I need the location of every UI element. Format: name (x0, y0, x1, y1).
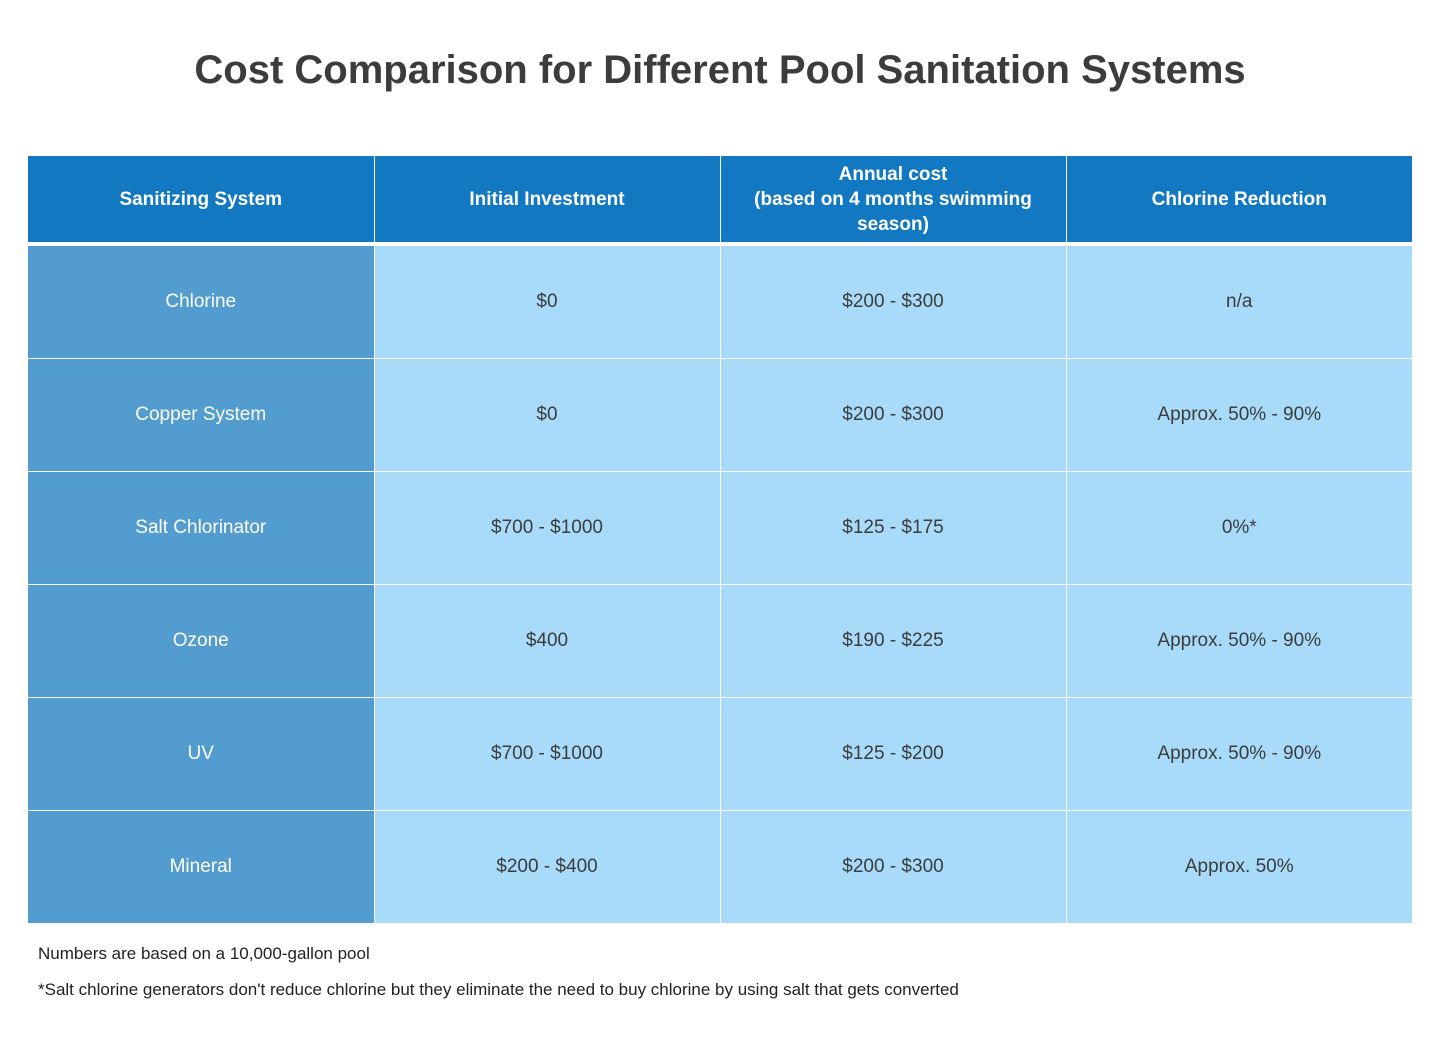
cell-initial-investment: $400 (373, 584, 721, 698)
table-header: Sanitizing System Initial Investment Ann… (28, 156, 1412, 246)
cell-chlorine-reduction: n/a (1065, 243, 1412, 359)
cell-annual-cost: $125 - $200 (719, 697, 1067, 811)
table-row: UV $700 - $1000 $125 - $200 Approx. 50% … (28, 697, 1412, 811)
cell-annual-cost: $190 - $225 (719, 584, 1067, 698)
header-chlorine-reduction: Chlorine Reduction (1065, 156, 1412, 246)
cell-system: Copper System (28, 358, 375, 472)
footnotes: Numbers are based on a 10,000-gallon poo… (38, 944, 959, 1016)
footnote-salt-chlorine: *Salt chlorine generators don't reduce c… (38, 980, 959, 999)
comparison-table-container: Sanitizing System Initial Investment Ann… (28, 156, 1412, 923)
cell-annual-cost: $200 - $300 (719, 810, 1067, 923)
page-title: Cost Comparison for Different Pool Sanit… (194, 48, 1246, 92)
header-annual-cost-line2: (based on 4 months swimming season) (754, 188, 1032, 235)
cell-system: UV (28, 697, 375, 811)
cell-system: Ozone (28, 584, 375, 698)
cell-initial-investment: $200 - $400 (373, 810, 721, 923)
table-row: Chlorine $0 $200 - $300 n/a (28, 243, 1412, 359)
table-row: Ozone $400 $190 - $225 Approx. 50% - 90% (28, 584, 1412, 698)
header-annual-cost-line1: Annual cost (838, 163, 948, 185)
cell-chlorine-reduction: Approx. 50% - 90% (1065, 697, 1412, 811)
cell-annual-cost: $125 - $175 (719, 471, 1067, 585)
header-initial-investment: Initial Investment (373, 156, 721, 246)
table-body: Chlorine $0 $200 - $300 n/a Copper Syste… (28, 243, 1412, 923)
cell-initial-investment: $0 (373, 243, 721, 359)
header-sanitizing-system: Sanitizing System (28, 156, 375, 246)
cell-initial-investment: $0 (373, 358, 721, 472)
cell-initial-investment: $700 - $1000 (373, 697, 721, 811)
cell-chlorine-reduction: 0%* (1065, 471, 1412, 585)
cell-system: Chlorine (28, 243, 375, 359)
header-annual-cost: Annual cost (based on 4 months swimming … (719, 156, 1067, 246)
cell-initial-investment: $700 - $1000 (373, 471, 721, 585)
cell-chlorine-reduction: Approx. 50% - 90% (1065, 584, 1412, 698)
cell-system: Salt Chlorinator (28, 471, 375, 585)
cell-chlorine-reduction: Approx. 50% - 90% (1065, 358, 1412, 472)
comparison-table: Sanitizing System Initial Investment Ann… (28, 156, 1412, 923)
header-row: Sanitizing System Initial Investment Ann… (28, 156, 1412, 246)
footnote-pool-size: Numbers are based on a 10,000-gallon poo… (38, 944, 370, 963)
table-row: Salt Chlorinator $700 - $1000 $125 - $17… (28, 471, 1412, 585)
cell-chlorine-reduction: Approx. 50% (1065, 810, 1412, 923)
cell-annual-cost: $200 - $300 (719, 243, 1067, 359)
table-row: Mineral $200 - $400 $200 - $300 Approx. … (28, 810, 1412, 923)
table-row: Copper System $0 $200 - $300 Approx. 50%… (28, 358, 1412, 472)
cell-annual-cost: $200 - $300 (719, 358, 1067, 472)
cell-system: Mineral (28, 810, 375, 923)
